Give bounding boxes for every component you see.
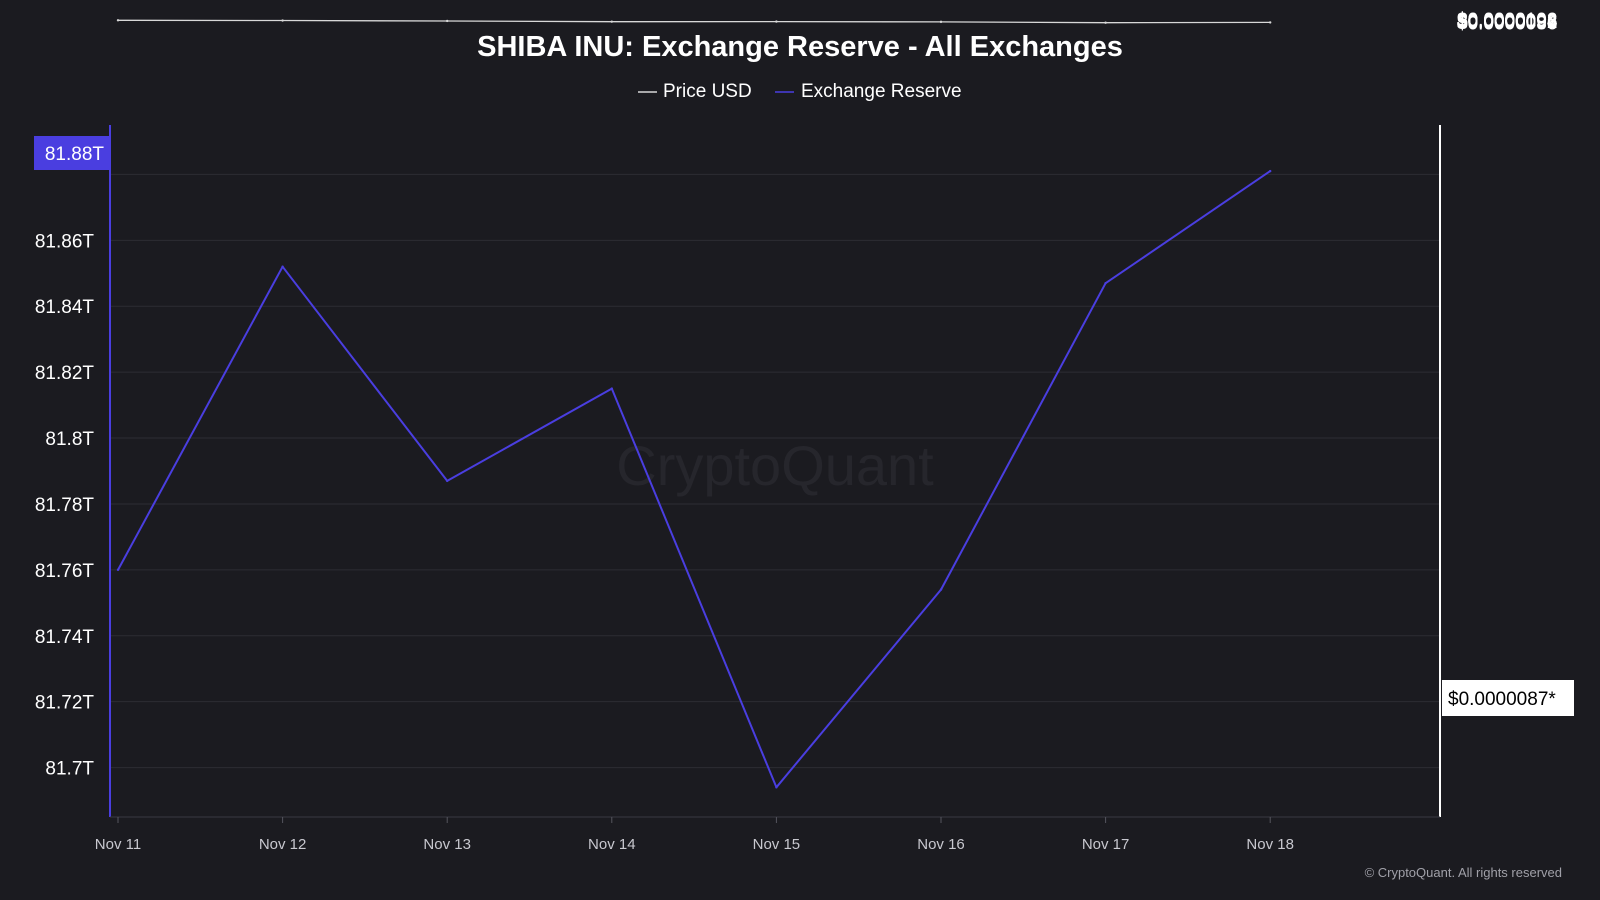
left-value-flag-bg bbox=[34, 136, 110, 170]
series-point-price-usd[interactable] bbox=[775, 20, 778, 23]
series-point-exchange-reserve[interactable] bbox=[116, 568, 120, 572]
series-point-price-usd[interactable] bbox=[116, 19, 120, 22]
legend-item-price[interactable]: Price USD bbox=[638, 81, 752, 102]
series-line-price-usd[interactable] bbox=[117, 19, 1271, 24]
right-value-flag-bg bbox=[1442, 680, 1574, 716]
series-point-exchange-reserve[interactable] bbox=[281, 265, 284, 268]
left-value-flag-label: 81.88T bbox=[45, 144, 105, 165]
legend-label-reserve: Exchange Reserve bbox=[801, 81, 962, 102]
left-tick-label: 81.78T bbox=[35, 495, 95, 516]
right-tick-label: $0.0000092 bbox=[1457, 12, 1557, 33]
left-tick-label: 81.82T bbox=[35, 363, 95, 384]
left-tick-label: 81.72T bbox=[35, 693, 95, 714]
series-point-price-usd[interactable] bbox=[1269, 21, 1272, 24]
series-group bbox=[116, 19, 1272, 789]
right-tick-label: $0.0000086 bbox=[1457, 14, 1557, 35]
grid-lines bbox=[110, 173, 1440, 769]
left-tick-label: 81.8T bbox=[45, 429, 94, 450]
legend: Price USD Exchange Reserve bbox=[638, 81, 962, 102]
series-point-exchange-reserve[interactable] bbox=[939, 588, 943, 591]
series-point-price-usd[interactable] bbox=[610, 20, 613, 23]
right-axis-ticks: $0.0000102$0.00001$0.0000098$0.0000096$0… bbox=[1457, 10, 1558, 35]
legend-label-price: Price USD bbox=[663, 81, 752, 102]
left-tick-label: 81.76T bbox=[35, 561, 95, 582]
x-tick-label: Nov 13 bbox=[423, 836, 471, 853]
watermark: CryptoQuant bbox=[616, 434, 934, 497]
left-axis-ticks: 81.86T 81.84T 81.82T 81.8T 81.78T 81.76T 81.74… bbox=[35, 231, 95, 779]
right-tick-label: $0.0000094 bbox=[1457, 12, 1558, 33]
series-point-exchange-reserve[interactable] bbox=[1269, 169, 1272, 173]
chart-title: SHIBA INU: Exchange Reserve - All Exchan… bbox=[477, 31, 1123, 63]
legend-item-reserve[interactable]: Exchange Reserve bbox=[775, 81, 962, 102]
left-tick-label: 81.86T bbox=[35, 231, 95, 252]
x-tick-label: Nov 16 bbox=[917, 836, 965, 853]
left-tick-label: 81.84T bbox=[35, 297, 95, 318]
series-line-exchange-reserve[interactable] bbox=[117, 170, 1271, 789]
left-tick-label: 81.74T bbox=[35, 627, 95, 648]
series-point-exchange-reserve[interactable] bbox=[446, 479, 449, 483]
x-tick-label: Nov 18 bbox=[1246, 836, 1294, 853]
right-value-flag-label: $0.0000087* bbox=[1448, 689, 1556, 710]
x-tick-label: Nov 14 bbox=[588, 836, 636, 853]
right-tick-label: $0.0000098 bbox=[1457, 11, 1557, 32]
series-point-price-usd[interactable] bbox=[1104, 21, 1107, 24]
right-value-flag: $0.0000087* bbox=[1442, 680, 1574, 716]
series-point-price-usd[interactable] bbox=[939, 20, 943, 24]
right-tick-label: $0.00001 bbox=[1457, 11, 1536, 32]
right-tick-label: $0.000009 bbox=[1457, 13, 1547, 34]
x-tick-label: Nov 11 bbox=[95, 836, 141, 853]
x-tick-label: Nov 17 bbox=[1082, 836, 1130, 853]
series-point-exchange-reserve[interactable] bbox=[610, 387, 613, 390]
right-tick-label: $0.0000096 bbox=[1457, 11, 1557, 32]
series-point-exchange-reserve[interactable] bbox=[775, 786, 778, 789]
left-tick-label: 81.7T bbox=[45, 759, 94, 780]
x-tick-label: Nov 12 bbox=[259, 836, 307, 853]
copyright-text: © CryptoQuant. All rights reserved bbox=[1365, 865, 1562, 880]
left-value-flag: 81.88T bbox=[34, 136, 110, 170]
series-point-exchange-reserve[interactable] bbox=[1104, 281, 1107, 285]
right-tick-label: $0.0000102 bbox=[1457, 10, 1557, 31]
series-point-price-usd[interactable] bbox=[281, 19, 284, 22]
series-point-price-usd[interactable] bbox=[446, 19, 449, 23]
x-axis-ticks: Nov 11 Nov 12 Nov 13 Nov 14 Nov 15 Nov 16 Nov … bbox=[95, 817, 1294, 853]
x-tick-label: Nov 15 bbox=[753, 836, 801, 853]
